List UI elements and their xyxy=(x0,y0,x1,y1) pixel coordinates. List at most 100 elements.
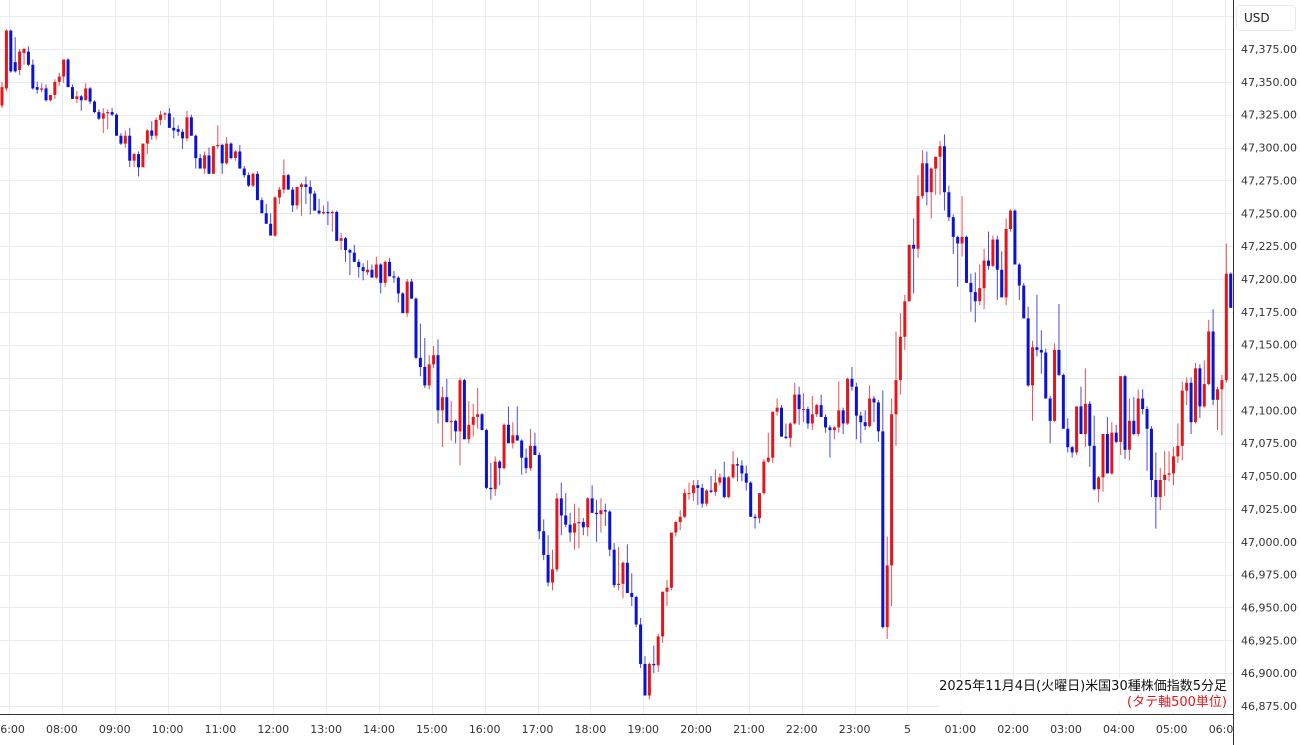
candle-body xyxy=(718,477,722,483)
candle-body xyxy=(211,146,215,174)
candle-body xyxy=(916,196,920,249)
candle-down xyxy=(181,129,185,149)
candle-down xyxy=(608,510,612,557)
candle-up xyxy=(1127,398,1131,461)
candle-up xyxy=(793,382,797,425)
candle-down xyxy=(568,512,572,542)
candle-down xyxy=(379,263,383,294)
time-axis[interactable]: 06:00 08:00 09:00 10:00 11:00 12:00 13:00 14:00… xyxy=(0,715,1300,745)
candle-down xyxy=(1066,418,1070,453)
candle-body xyxy=(70,87,74,99)
candle-up xyxy=(84,83,88,101)
candle-body xyxy=(220,144,224,164)
candle-up xyxy=(154,117,158,140)
candle-body xyxy=(802,409,806,411)
candle-up xyxy=(938,140,942,195)
candle-body xyxy=(956,236,960,244)
candle-body xyxy=(238,151,242,169)
candle-up xyxy=(718,473,722,486)
candle-body xyxy=(366,269,370,273)
candle-down xyxy=(110,108,114,117)
candle-body xyxy=(313,193,317,211)
price-axis[interactable]: 47,375.00 47,350.00 47,325.00 47,300.00 47,2… xyxy=(1241,43,1297,713)
candle-body xyxy=(674,522,678,533)
candle-body xyxy=(1171,456,1175,474)
candle-body xyxy=(1039,349,1043,353)
time-tick-label: 18:00 xyxy=(575,723,607,736)
candle-down xyxy=(229,142,233,160)
candle-body xyxy=(299,184,303,187)
candle-body xyxy=(947,192,951,218)
candle-body xyxy=(1163,474,1167,480)
candle-down xyxy=(238,144,242,169)
candle-down xyxy=(1141,389,1145,415)
candle-body xyxy=(194,135,198,159)
candle-body xyxy=(410,281,414,299)
candle-down xyxy=(590,485,594,513)
candle-up xyxy=(141,143,145,168)
candle-down xyxy=(423,338,427,389)
candle-body xyxy=(1022,285,1026,319)
candle-up xyxy=(4,29,8,92)
candle-down xyxy=(753,514,757,529)
candle-down xyxy=(392,271,396,283)
candle-body xyxy=(907,244,911,302)
time-tick-label: 21:00 xyxy=(733,723,765,736)
candle-body xyxy=(62,59,66,77)
candle-body xyxy=(815,405,819,415)
candle-body xyxy=(1079,406,1083,435)
candle-body xyxy=(986,260,990,266)
candle-down xyxy=(863,410,867,431)
candle-body xyxy=(1189,382,1193,423)
candle-body xyxy=(722,477,726,498)
candle-down xyxy=(335,210,339,241)
candle-down xyxy=(709,476,713,494)
candle-down xyxy=(956,235,960,287)
candle-body xyxy=(1202,384,1206,407)
candle-body xyxy=(1154,479,1158,498)
candle-body xyxy=(1127,420,1131,450)
candle-body xyxy=(414,298,418,358)
candle-body xyxy=(225,143,229,164)
candle-down xyxy=(344,236,348,262)
candle-down xyxy=(634,595,638,628)
candle-body xyxy=(40,88,44,90)
candle-body xyxy=(546,554,550,583)
candle-down xyxy=(35,81,39,94)
candle-body xyxy=(445,397,449,423)
time-tick-label: 22:00 xyxy=(786,723,818,736)
candle-body xyxy=(568,524,572,533)
candle-body xyxy=(167,113,171,128)
candle-up xyxy=(815,403,819,417)
candle-body xyxy=(982,260,986,289)
candle-body xyxy=(1224,273,1228,381)
candle-up xyxy=(251,172,255,187)
currency-label[interactable]: USD xyxy=(1236,5,1296,31)
candle-body xyxy=(683,493,687,517)
candle-down xyxy=(189,114,193,136)
candle-down xyxy=(1092,415,1096,491)
candle-down xyxy=(388,257,392,277)
candle-down xyxy=(480,412,484,431)
candle-body xyxy=(991,239,995,266)
candle-up xyxy=(1053,343,1057,423)
candle-body xyxy=(617,583,621,586)
candle-body xyxy=(357,261,361,268)
candle-down xyxy=(357,259,361,278)
candle-body xyxy=(973,292,977,302)
candle-down xyxy=(912,218,916,294)
candle-body xyxy=(348,250,352,253)
candle-down xyxy=(220,143,224,174)
candle-body xyxy=(458,380,462,432)
candle-up xyxy=(1176,423,1180,463)
candle-body xyxy=(379,264,383,283)
candle-body xyxy=(75,96,79,99)
time-tick-label: 19:00 xyxy=(627,723,659,736)
candle-up xyxy=(661,591,665,643)
candle-down xyxy=(445,378,449,423)
candle-up xyxy=(929,167,933,219)
candle-body xyxy=(1216,389,1220,400)
candle-up xyxy=(916,175,920,258)
candle-down xyxy=(194,134,198,169)
candle-body xyxy=(476,414,480,417)
